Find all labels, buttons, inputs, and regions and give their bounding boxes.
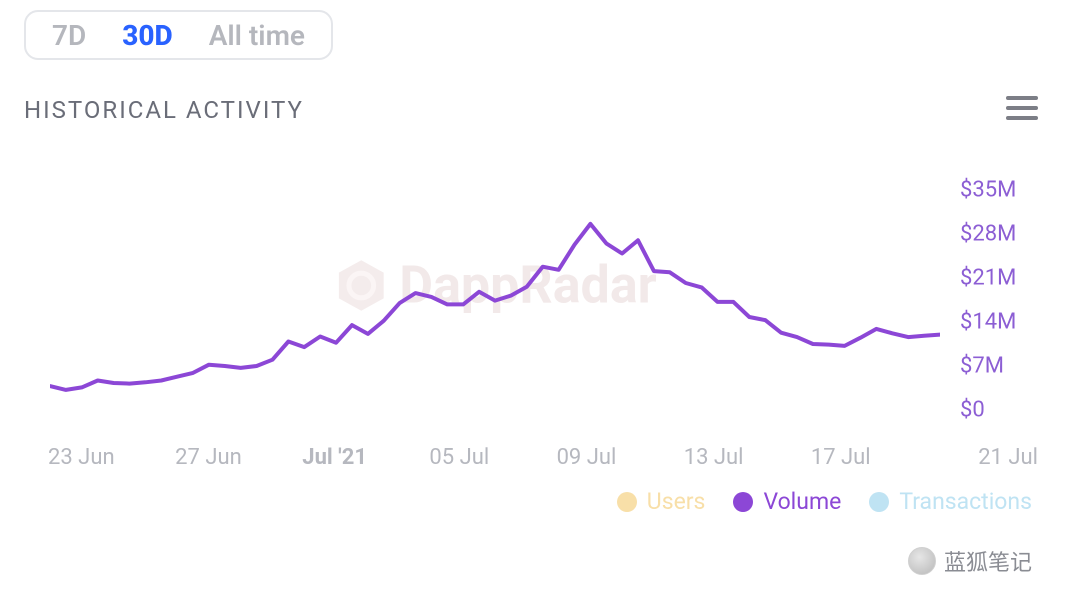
chart-legend: Users Volume Transactions bbox=[617, 488, 1032, 515]
chart-title: HISTORICAL ACTIVITY bbox=[24, 96, 304, 124]
x-tick-label: 23 Jun bbox=[48, 445, 115, 470]
timeframe-all-time[interactable]: All time bbox=[191, 19, 323, 52]
y-axis: $0 $7M $14M $21M $28M $35M bbox=[960, 140, 1060, 430]
legend-dot-icon bbox=[733, 492, 753, 512]
y-tick-label: $21M bbox=[960, 266, 1016, 291]
timeframe-30d[interactable]: 30D bbox=[104, 19, 190, 52]
y-tick-label: $14M bbox=[960, 310, 1016, 335]
x-tick-label: 05 Jul bbox=[429, 445, 489, 470]
volume-line-chart: DappRadar bbox=[50, 140, 940, 430]
legend-dot-icon bbox=[617, 492, 637, 512]
legend-item-volume[interactable]: Volume bbox=[733, 488, 841, 515]
y-tick-label: $28M bbox=[960, 222, 1016, 247]
legend-item-transactions[interactable]: Transactions bbox=[869, 488, 1032, 515]
y-tick-label: $35M bbox=[960, 178, 1016, 203]
x-tick-label: 27 Jun bbox=[175, 445, 242, 470]
chart-menu-icon[interactable] bbox=[1006, 96, 1038, 120]
legend-label: Users bbox=[647, 488, 706, 515]
y-tick-label: $7M bbox=[960, 354, 1004, 379]
attribution-label: 蓝狐笔记 bbox=[944, 545, 1032, 577]
timeframe-selector: 7D30DAll time bbox=[24, 10, 333, 60]
attribution-logo-icon bbox=[908, 547, 936, 575]
y-tick-label: $0 bbox=[960, 398, 985, 423]
legend-label: Transactions bbox=[899, 488, 1032, 515]
timeframe-7d[interactable]: 7D bbox=[34, 19, 104, 52]
volume-line bbox=[50, 224, 940, 390]
x-tick-label: 09 Jul bbox=[557, 445, 617, 470]
legend-label: Volume bbox=[763, 488, 841, 515]
x-tick-label: 21 Jul bbox=[978, 445, 1038, 470]
attribution: 蓝狐笔记 bbox=[908, 545, 1032, 577]
x-axis: 23 Jun 27 Jun Jul '21 05 Jul 09 Jul 13 Jul 17 … bbox=[50, 445, 990, 475]
legend-dot-icon bbox=[869, 492, 889, 512]
x-tick-label: Jul '21 bbox=[302, 445, 367, 470]
x-tick-label: 17 Jul bbox=[811, 445, 871, 470]
x-tick-label: 13 Jul bbox=[684, 445, 744, 470]
legend-item-users[interactable]: Users bbox=[617, 488, 706, 515]
